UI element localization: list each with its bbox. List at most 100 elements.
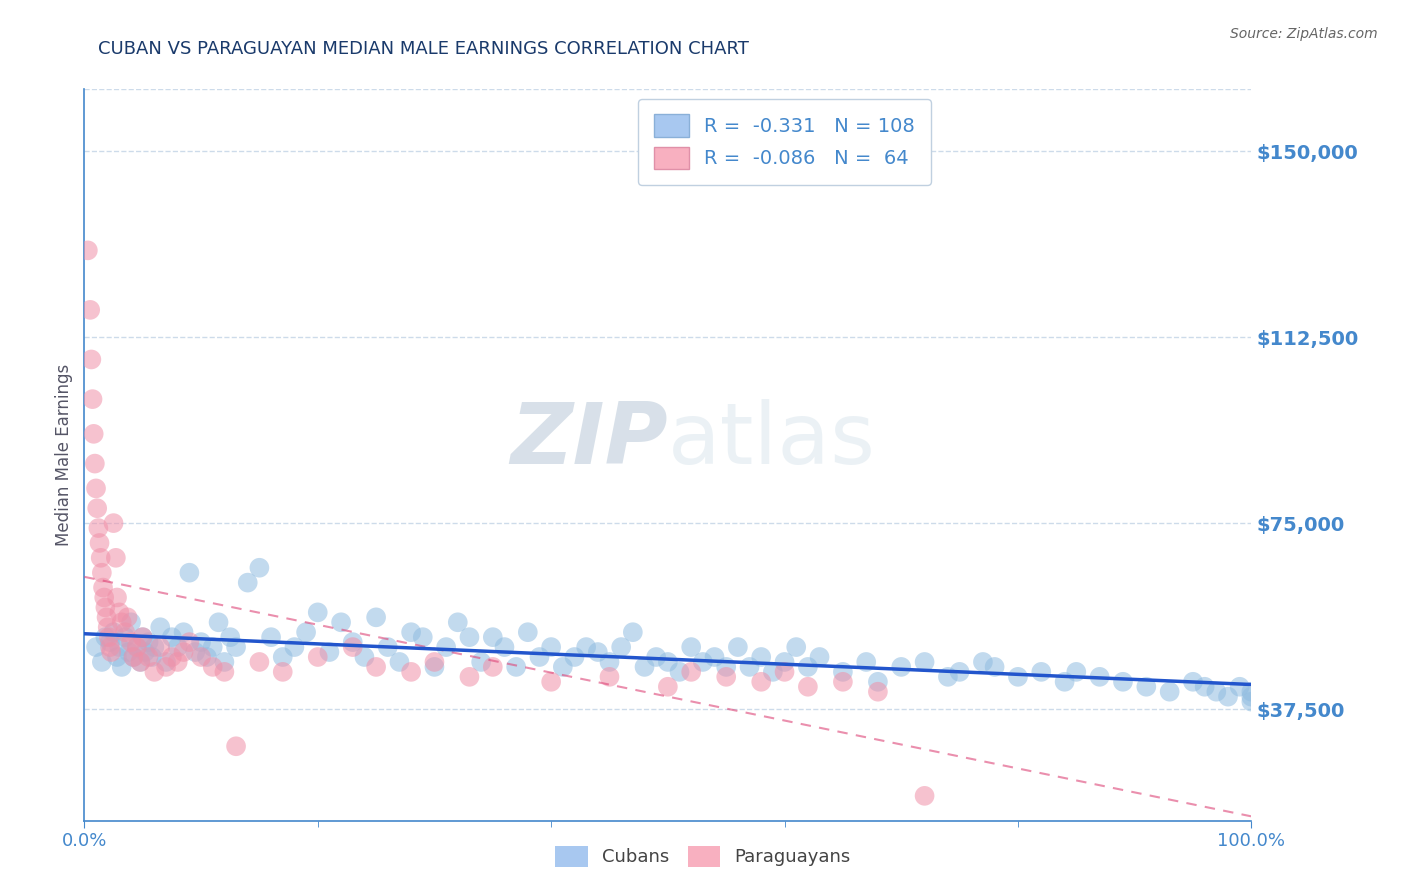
Point xyxy=(388,655,411,669)
Point xyxy=(633,660,655,674)
Point xyxy=(866,674,889,689)
Point xyxy=(80,352,103,367)
Point xyxy=(82,392,104,406)
Point xyxy=(749,674,772,689)
Point xyxy=(516,625,538,640)
Point xyxy=(575,640,598,654)
Point xyxy=(668,665,690,679)
Point xyxy=(866,684,889,698)
Point xyxy=(749,650,772,665)
Point xyxy=(108,606,131,620)
Point xyxy=(283,640,305,654)
Point xyxy=(832,674,855,689)
Point xyxy=(166,640,188,654)
Point xyxy=(1066,665,1088,679)
Point xyxy=(97,620,120,634)
Point xyxy=(342,635,364,649)
Point xyxy=(599,670,621,684)
Text: atlas: atlas xyxy=(668,399,876,482)
Point xyxy=(458,630,481,644)
Y-axis label: Median Male Earnings: Median Male Earnings xyxy=(55,364,73,546)
Point xyxy=(98,635,121,649)
Text: CUBAN VS PARAGUAYAN MEDIAN MALE EARNINGS CORRELATION CHART: CUBAN VS PARAGUAYAN MEDIAN MALE EARNINGS… xyxy=(98,40,749,58)
Point xyxy=(207,615,229,630)
Point xyxy=(114,630,136,644)
Point xyxy=(84,482,107,496)
Point xyxy=(134,645,156,659)
Point xyxy=(271,650,294,665)
Point xyxy=(125,640,148,654)
Point xyxy=(104,550,127,565)
Point xyxy=(83,426,105,441)
Point xyxy=(1240,690,1263,704)
Point xyxy=(681,640,703,654)
Point xyxy=(494,640,516,654)
Point xyxy=(366,660,388,674)
Point xyxy=(738,660,761,674)
Point xyxy=(141,650,163,665)
Point xyxy=(114,625,136,640)
Point xyxy=(105,591,128,605)
Point xyxy=(1088,670,1111,684)
Point xyxy=(155,660,177,674)
Point xyxy=(1240,684,1263,698)
Point xyxy=(90,566,112,580)
Point xyxy=(90,550,112,565)
Point xyxy=(423,660,446,674)
Point xyxy=(423,655,446,669)
Point xyxy=(117,610,139,624)
Point xyxy=(551,660,574,674)
Point xyxy=(93,591,115,605)
Point xyxy=(434,640,457,654)
Point xyxy=(716,670,738,684)
Point xyxy=(1135,680,1157,694)
Point xyxy=(76,244,98,258)
Point xyxy=(129,655,152,669)
Point xyxy=(505,660,527,674)
Point xyxy=(1007,670,1029,684)
Point xyxy=(399,665,422,679)
Point xyxy=(260,630,283,644)
Point xyxy=(184,645,207,659)
Point xyxy=(225,739,247,754)
Point xyxy=(125,640,148,654)
Point xyxy=(122,650,145,665)
Point xyxy=(692,655,714,669)
Point xyxy=(103,625,125,640)
Point xyxy=(79,302,101,317)
Point xyxy=(681,665,703,679)
Point xyxy=(1181,674,1204,689)
Point xyxy=(271,665,294,679)
Point xyxy=(214,655,236,669)
Point xyxy=(703,650,725,665)
Point xyxy=(96,610,118,624)
Point xyxy=(586,645,609,659)
Point xyxy=(97,630,120,644)
Point xyxy=(797,680,820,694)
Point xyxy=(1205,684,1227,698)
Point xyxy=(98,640,121,654)
Point xyxy=(983,660,1005,674)
Point xyxy=(214,665,236,679)
Point xyxy=(138,635,160,649)
Point xyxy=(540,640,562,654)
Point xyxy=(481,660,505,674)
Point xyxy=(914,789,936,803)
Point xyxy=(105,650,128,665)
Point xyxy=(773,655,796,669)
Point xyxy=(111,660,134,674)
Point xyxy=(657,655,679,669)
Point xyxy=(564,650,586,665)
Point xyxy=(890,660,912,674)
Point xyxy=(138,650,160,665)
Point xyxy=(249,655,271,669)
Point xyxy=(470,655,492,669)
Point xyxy=(103,516,125,530)
Point xyxy=(219,630,242,644)
Point xyxy=(318,645,340,659)
Point xyxy=(120,635,142,649)
Point xyxy=(1112,674,1135,689)
Point xyxy=(599,655,621,669)
Point xyxy=(832,665,855,679)
Text: Source: ZipAtlas.com: Source: ZipAtlas.com xyxy=(1230,27,1378,41)
